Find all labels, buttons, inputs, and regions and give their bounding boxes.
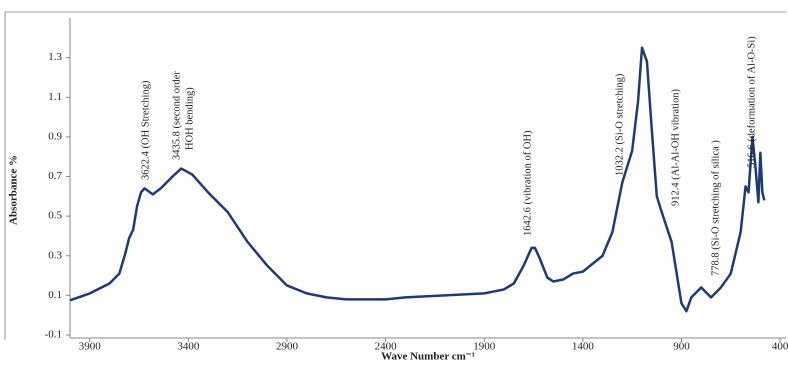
y-axis-title: Absorbance % [8, 155, 20, 225]
y-tick-label: 0.9 [48, 130, 62, 142]
x-tick-label: 1900 [473, 341, 496, 353]
x-tick-label: 2400 [375, 341, 398, 353]
y-tick-label: 0.3 [48, 249, 62, 261]
annotation: 912.4 (Al-Al-OH vibration) [670, 89, 681, 206]
frame [4, 11, 786, 340]
spectrum-line [69, 46, 766, 313]
x-tick-label: 1400 [572, 341, 595, 353]
y-tick-label: 1.1 [48, 91, 62, 103]
annotation: 3622.4 (OH Stretching) [140, 80, 151, 180]
annotation: 1642.6 (vibration of OH) [522, 130, 533, 236]
annotation: HOH bending) [184, 87, 195, 150]
x-tick-label: 3900 [79, 341, 102, 353]
x-tick-label: 2900 [276, 341, 299, 353]
x-tick-label: 900 [673, 341, 690, 353]
y-tick-label: 0.5 [48, 210, 62, 222]
x-tick-label: 400 [772, 341, 788, 353]
annotation: 1032.2 (Si-O stretching) [614, 73, 625, 176]
y-tick-label: 1.3 [48, 51, 62, 63]
y-tick-label: 0.7 [48, 170, 62, 182]
y-tick-label: -0.1 [45, 329, 62, 341]
x-axis-title: Wave Number cm⁻¹ [381, 351, 475, 363]
y-tick-label: 0.1 [48, 289, 62, 301]
x-tick-label: 3400 [177, 341, 200, 353]
annotation: 516.6 (deformation of Al-O-Si) [746, 36, 757, 168]
annotation: 3435.8 (second order [171, 71, 182, 160]
annotation: 778.8 (Si-O stretching of silica ) [710, 140, 721, 276]
